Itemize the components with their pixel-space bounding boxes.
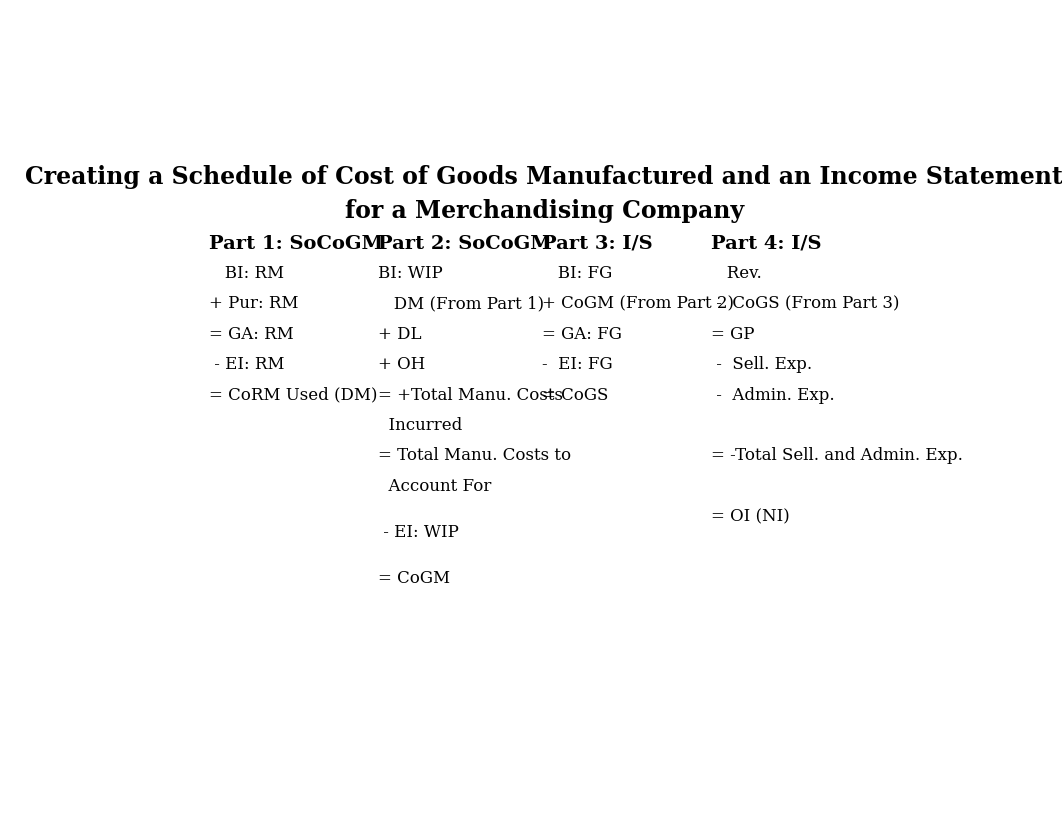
Text: Account For: Account For [378, 478, 492, 495]
Text: = CoRM Used (DM): = CoRM Used (DM) [209, 386, 378, 404]
Text: + DL: + DL [378, 326, 422, 343]
Text: Part 4: I/S: Part 4: I/S [712, 235, 822, 252]
Text: BI: FG: BI: FG [542, 266, 612, 282]
Text: = -Total Sell. and Admin. Exp.: = -Total Sell. and Admin. Exp. [712, 447, 963, 464]
Text: Part 2: SoCoGM: Part 2: SoCoGM [378, 235, 552, 252]
Text: Rev.: Rev. [712, 266, 763, 282]
Text: Part 1: SoCoGM: Part 1: SoCoGM [209, 235, 383, 252]
Text: DM (From Part 1): DM (From Part 1) [378, 295, 544, 312]
Text: Part 3: I/S: Part 3: I/S [542, 235, 652, 252]
Text: = GA: RM: = GA: RM [209, 326, 294, 343]
Text: BI: WIP: BI: WIP [378, 266, 443, 282]
Text: BI: RM: BI: RM [209, 266, 285, 282]
Text: = Total Manu. Costs to: = Total Manu. Costs to [378, 447, 571, 464]
Text: = CoGM: = CoGM [378, 570, 450, 587]
Text: = +Total Manu. Costs: = +Total Manu. Costs [378, 386, 563, 404]
Text: - EI: RM: - EI: RM [209, 356, 285, 373]
Text: + OH: + OH [378, 356, 425, 373]
Text: Creating a Schedule of Cost of Goods Manufactured and an Income Statement
for a : Creating a Schedule of Cost of Goods Man… [25, 165, 1062, 223]
Text: Incurred: Incurred [378, 417, 462, 434]
Text: + CoGM (From Part 2): + CoGM (From Part 2) [542, 295, 734, 312]
Text: + Pur: RM: + Pur: RM [209, 295, 298, 312]
Text: = OI (NI): = OI (NI) [712, 508, 790, 525]
Text: - EI: WIP: - EI: WIP [378, 524, 459, 541]
Text: = GA: FG: = GA: FG [542, 326, 621, 343]
Text: -  Sell. Exp.: - Sell. Exp. [712, 356, 812, 373]
Text: -  Admin. Exp.: - Admin. Exp. [712, 386, 835, 404]
Text: -  CoGS (From Part 3): - CoGS (From Part 3) [712, 295, 900, 312]
Text: -  EI: FG: - EI: FG [542, 356, 613, 373]
Text: = CoGS: = CoGS [542, 386, 609, 404]
Text: = GP: = GP [712, 326, 755, 343]
